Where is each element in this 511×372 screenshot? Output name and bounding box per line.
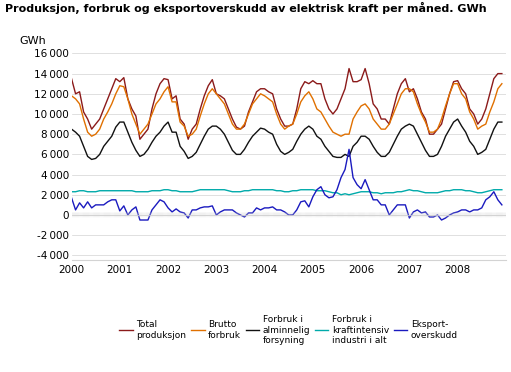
Total
produksjon (68, 76, 75, 81)
Forbruk i
kraftintensiv
industri i alt (455, 187, 461, 192)
Text: Produksjon, forbruk og eksportoverskudd av elektrisk kraft per måned. GWh: Produksjon, forbruk og eksportoverskudd … (5, 2, 487, 14)
Brutto
forbruk (273, 112, 280, 116)
Eksport-
overskudd (447, 213, 453, 217)
Eksport-
overskudd (455, 210, 461, 214)
Legend: Total
produksjon, Brutto
forbruk, Forbruk i
alminnelig
forsyning, Forbruk i
kraf: Total produksjon, Brutto forbruk, Forbru… (115, 312, 462, 349)
Forbruk i
alminnelig
forsyning (451, 120, 457, 124)
Line: Forbruk i
kraftintensiv
industri i alt: Forbruk i kraftintensiv industri i alt (72, 190, 502, 195)
Forbruk i
kraftintensiv
industri i alt (419, 189, 425, 194)
Brutto
forbruk (414, 102, 421, 106)
Total
produksjon (499, 71, 505, 76)
Brutto
forbruk (117, 83, 123, 88)
Forbruk i
alminnelig
forsyning (141, 152, 147, 157)
Line: Forbruk i
alminnelig
forsyning: Forbruk i alminnelig forsyning (72, 119, 502, 160)
Brutto
forbruk (499, 81, 505, 86)
Total
produksjon (113, 76, 119, 81)
Total
produksjon (447, 92, 453, 96)
Forbruk i
alminnelig
forsyning (443, 134, 449, 138)
Total
produksjon (273, 107, 280, 111)
Brutto
forbruk (451, 81, 457, 86)
Brutto
forbruk (443, 104, 449, 108)
Forbruk i
kraftintensiv
industri i alt (273, 189, 280, 193)
Eksport-
overskudd (137, 218, 143, 222)
Forbruk i
alminnelig
forsyning (455, 117, 461, 121)
Total
produksjon (346, 66, 352, 71)
Forbruk i
alminnelig
forsyning (499, 120, 505, 124)
Forbruk i
kraftintensiv
industri i alt (137, 189, 143, 194)
Brutto
forbruk (88, 134, 95, 138)
Eksport-
overskudd (68, 196, 75, 200)
Forbruk i
kraftintensiv
industri i alt (338, 193, 344, 197)
Forbruk i
alminnelig
forsyning (68, 127, 75, 131)
Brutto
forbruk (141, 127, 147, 131)
Line: Brutto
forbruk: Brutto forbruk (72, 84, 502, 136)
Forbruk i
kraftintensiv
industri i alt (447, 189, 453, 193)
Eksport-
overskudd (273, 208, 280, 212)
Forbruk i
kraftintensiv
industri i alt (499, 187, 505, 192)
Forbruk i
alminnelig
forsyning (414, 132, 421, 137)
Forbruk i
alminnelig
forsyning (88, 157, 95, 162)
Brutto
forbruk (455, 81, 461, 86)
Forbruk i
kraftintensiv
industri i alt (161, 187, 167, 192)
Total
produksjon (141, 132, 147, 137)
Total
produksjon (455, 78, 461, 83)
Eksport-
overskudd (499, 203, 505, 207)
Total
produksjon (137, 137, 143, 141)
Line: Total
produksjon: Total produksjon (72, 68, 502, 139)
Forbruk i
kraftintensiv
industri i alt (68, 189, 75, 194)
Eksport-
overskudd (113, 198, 119, 202)
Text: GWh: GWh (19, 36, 46, 46)
Eksport-
overskudd (346, 147, 352, 151)
Brutto
forbruk (68, 94, 75, 98)
Eksport-
overskudd (419, 211, 425, 215)
Forbruk i
kraftintensiv
industri i alt (113, 189, 119, 193)
Eksport-
overskudd (141, 218, 147, 222)
Line: Eksport-
overskudd: Eksport- overskudd (72, 149, 502, 220)
Forbruk i
alminnelig
forsyning (117, 120, 123, 124)
Forbruk i
alminnelig
forsyning (273, 142, 280, 147)
Total
produksjon (419, 110, 425, 114)
